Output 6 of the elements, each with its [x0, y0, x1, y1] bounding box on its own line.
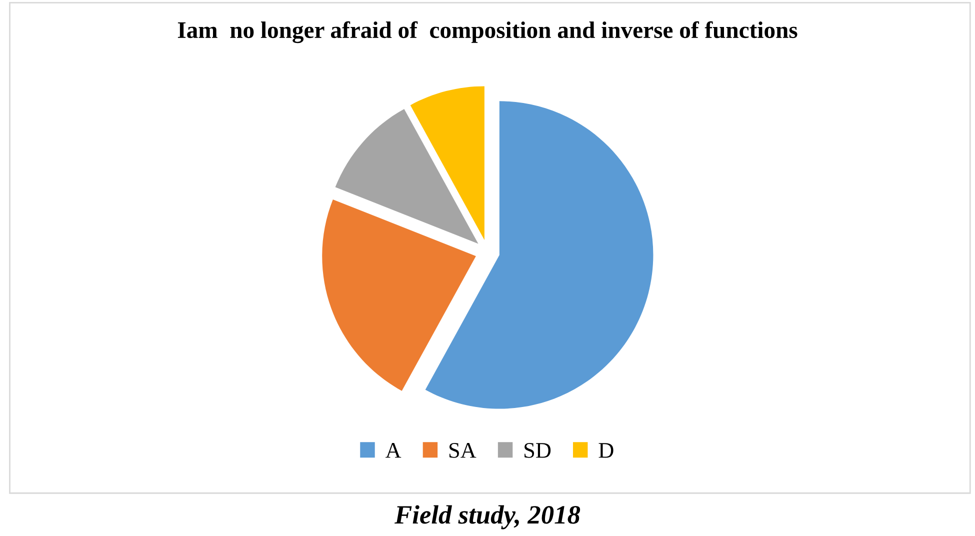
chart-title: Iam no longer afraid of composition and inverse of functions — [178, 21, 798, 44]
legend-label: A — [385, 442, 402, 458]
legend-label: SD — [524, 442, 551, 458]
legend-label: D — [598, 443, 614, 458]
text: Field study, 2018 — [394, 505, 580, 530]
legend-label: SA — [449, 442, 476, 458]
